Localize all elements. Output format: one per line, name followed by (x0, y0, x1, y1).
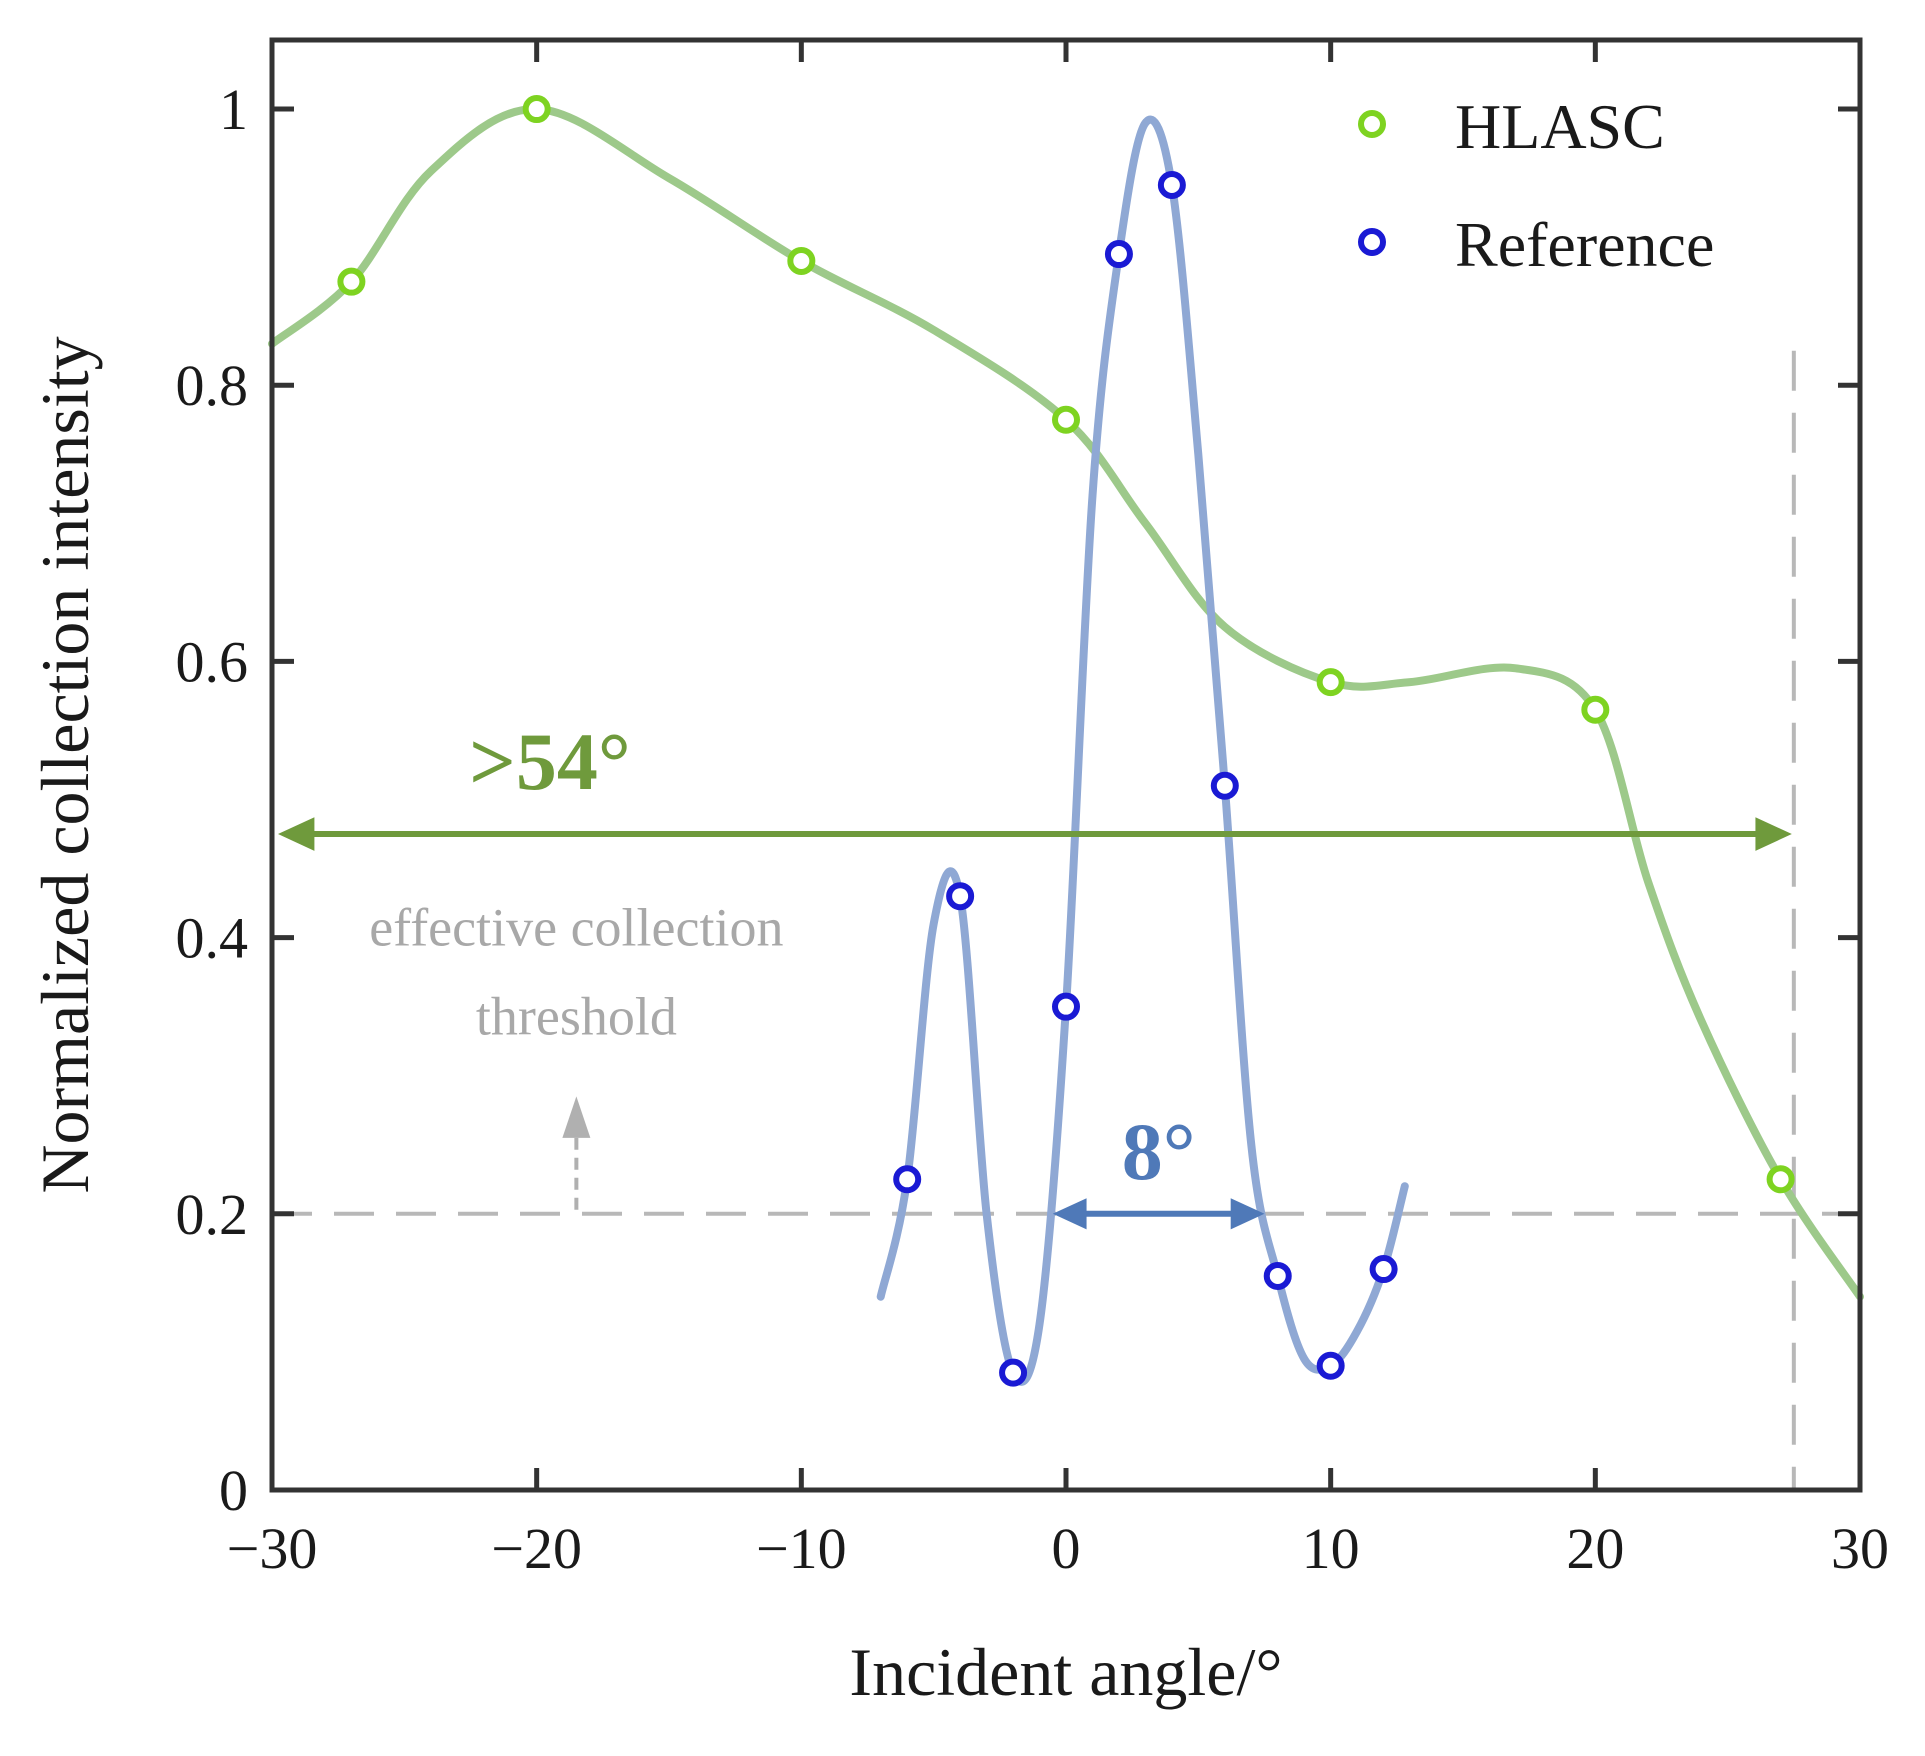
reference-point (1104, 240, 1133, 269)
hlasc-span-arrow-head-left (278, 817, 315, 851)
legend-label-reference: Reference (1455, 209, 1714, 280)
reference-point (1316, 1351, 1345, 1380)
legend-marker-hlasc (1358, 110, 1386, 138)
y-tick-label: 0.2 (176, 1182, 249, 1247)
y-tick-label: 0.4 (176, 906, 249, 971)
reference-span-arrow-head-right (1230, 1198, 1265, 1230)
x-tick-label: 10 (1302, 1516, 1360, 1581)
hlasc-point (1316, 668, 1345, 697)
x-tick-label: −20 (491, 1516, 582, 1581)
reference-point (999, 1358, 1028, 1387)
hlasc-span-arrow-head-right (1755, 817, 1792, 851)
x-tick-label: 20 (1566, 1516, 1624, 1581)
reference-lines-layer (272, 350, 1860, 1490)
reference-point (1052, 992, 1080, 1021)
y-axis-title: Normalized collection intensity (27, 336, 103, 1193)
x-tick-label: 30 (1831, 1516, 1889, 1581)
y-tick-label: 1 (219, 77, 248, 142)
y-tick-label: 0.6 (176, 629, 249, 694)
reference-point (1369, 1255, 1398, 1284)
reference-point (1210, 771, 1239, 800)
x-axis-title: Incident angle/° (849, 1634, 1282, 1710)
hlasc-point (1052, 405, 1080, 434)
threshold-up-arrow-head (562, 1096, 591, 1138)
y-tick-label: 0 (219, 1458, 248, 1523)
hlasc-fit-curve (268, 104, 1864, 1301)
hlasc-point (522, 95, 551, 124)
reference-span-label: 8° (1122, 1106, 1196, 1197)
axes-layer: −30 −20 −10 0 10 20 30 0 0.2 0.4 0.6 0.8 1 Incident a… (27, 37, 1889, 1710)
annotations-layer: >54° 8° effective collection threshold (278, 716, 1792, 1230)
reference-point (1263, 1261, 1292, 1290)
reference-point (893, 1165, 922, 1194)
hlasc-point (1581, 695, 1610, 724)
reference-point (1157, 171, 1186, 199)
x-tick-label: −30 (227, 1516, 318, 1581)
hlasc-point (1766, 1165, 1795, 1194)
hlasc-point (337, 267, 366, 296)
hlasc-point (787, 246, 816, 275)
legend: HLASC Reference (1358, 91, 1714, 280)
y-tick-label: 0.8 (176, 353, 249, 418)
x-tick-label: 0 (1052, 1516, 1081, 1581)
threshold-label-line2: threshold (476, 986, 677, 1046)
threshold-label-line1: effective collection (369, 898, 783, 958)
hlasc-span-label: >54° (469, 716, 631, 807)
reference-span-arrow-head-left (1052, 1198, 1087, 1230)
data-markers-layer (337, 95, 1795, 1387)
legend-label-hlasc: HLASC (1455, 91, 1665, 162)
reference-span-arrow (1052, 1198, 1265, 1230)
legend-marker-reference (1358, 228, 1386, 256)
x-tick-label: −10 (756, 1516, 847, 1581)
reference-point (946, 882, 975, 911)
hlasc-span-arrow (278, 817, 1792, 851)
